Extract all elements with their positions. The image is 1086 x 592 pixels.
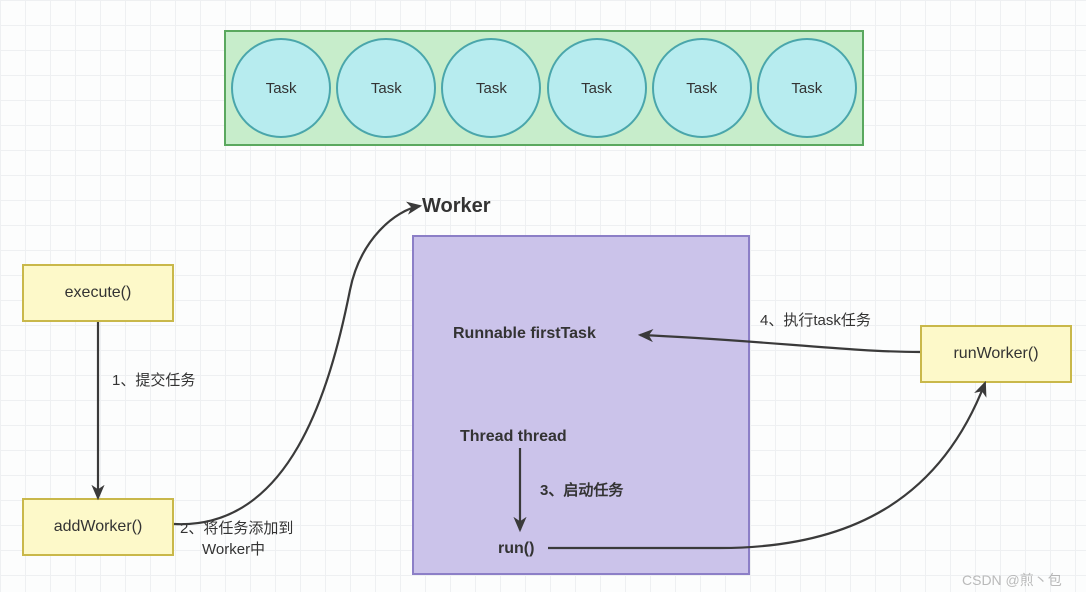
task-circle: Task [757, 38, 857, 138]
task-circle: Task [231, 38, 331, 138]
worker-title: Worker [422, 195, 491, 218]
step-4-label: 4、执行task任务 [760, 310, 871, 331]
step-2-label: 2、将任务添加到 Worker中 [180, 518, 293, 560]
addworker-box: addWorker() [22, 498, 174, 556]
task-circle: Task [336, 38, 436, 138]
execute-box: execute() [22, 264, 174, 322]
thread-label: Thread thread [460, 428, 567, 446]
step-2-line1: 2、将任务添加到 [180, 520, 293, 537]
task-circle: Task [547, 38, 647, 138]
task-queue: TaskTaskTaskTaskTaskTask [224, 30, 864, 146]
step-3-label: 3、启动任务 [540, 480, 623, 501]
watermark: CSDN @煎丶包 [962, 570, 1062, 590]
runworker-box: runWorker() [920, 325, 1072, 383]
task-circle: Task [652, 38, 752, 138]
worker-box [412, 235, 750, 575]
step-2-line2: Worker中 [180, 541, 265, 558]
task-circle: Task [441, 38, 541, 138]
first-task-label: Runnable firstTask [453, 325, 596, 343]
step-1-label: 1、提交任务 [112, 370, 195, 391]
run-label: run() [498, 540, 534, 558]
